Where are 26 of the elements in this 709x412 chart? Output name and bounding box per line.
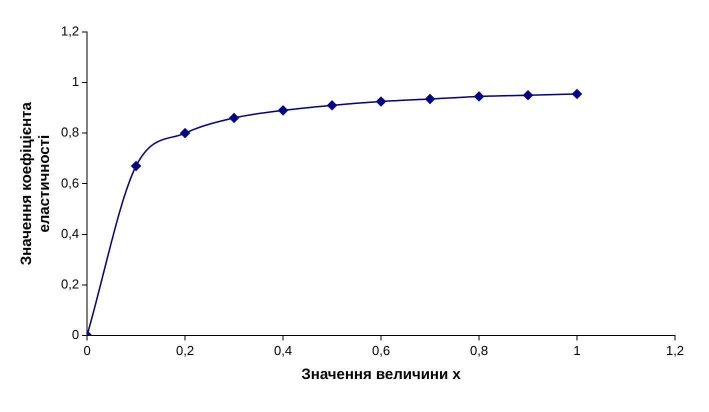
y-tick-label: 1 bbox=[72, 74, 80, 90]
point bbox=[327, 100, 338, 110]
point bbox=[278, 105, 288, 116]
point bbox=[229, 112, 240, 123]
x-tick-label: 1 bbox=[573, 342, 581, 358]
point bbox=[572, 88, 582, 99]
y-tick-label: 0,4 bbox=[60, 226, 80, 241]
x-axis-title: Значення величини x bbox=[301, 366, 462, 384]
x-tick-label: 0,2 bbox=[176, 342, 194, 358]
y-tick-label: 1,2 bbox=[60, 24, 80, 39]
x-tick-label: 0,6 bbox=[372, 342, 390, 358]
point bbox=[180, 128, 190, 138]
x-tick-label: 0 bbox=[83, 342, 91, 358]
x-tick-label: 0,8 bbox=[470, 342, 488, 358]
point bbox=[376, 96, 386, 107]
y-tick-label: 0,8 bbox=[60, 124, 80, 140]
y-tick-label: 0,6 bbox=[60, 175, 80, 190]
point bbox=[474, 91, 484, 102]
y-axis-title: Значення коефіцієнта еластичності bbox=[18, 102, 54, 266]
point bbox=[425, 94, 436, 104]
point bbox=[131, 161, 142, 171]
x-tick-label: 0,4 bbox=[274, 342, 292, 358]
y-tick-label: 0,2 bbox=[60, 276, 80, 292]
y-tick-label: 0 bbox=[72, 326, 80, 342]
point bbox=[523, 90, 534, 100]
x-tick-label: 1,2 bbox=[666, 342, 684, 358]
